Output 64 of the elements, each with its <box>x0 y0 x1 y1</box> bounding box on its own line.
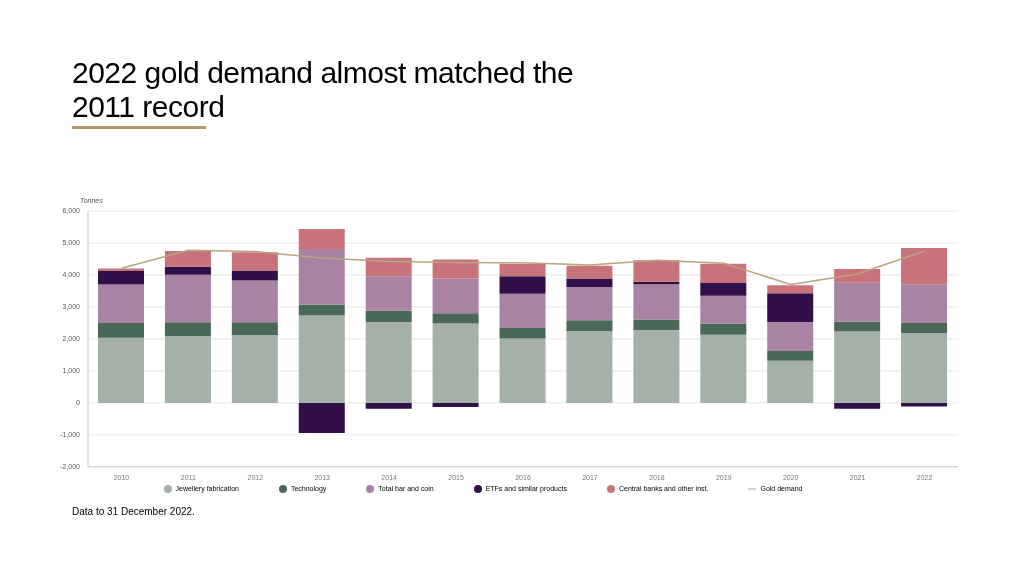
bar <box>633 329 680 403</box>
bar <box>231 252 278 271</box>
bar <box>298 304 345 316</box>
bar <box>633 319 680 330</box>
bar <box>298 228 345 250</box>
bar <box>365 276 412 311</box>
bar <box>834 402 881 409</box>
bar <box>566 320 613 332</box>
bar <box>164 250 211 267</box>
bar <box>633 284 680 320</box>
bar <box>566 265 613 279</box>
bar <box>834 321 881 332</box>
bar <box>499 328 546 339</box>
bar <box>432 402 479 408</box>
bar <box>164 336 211 403</box>
bar <box>566 278 613 288</box>
bar <box>901 248 948 285</box>
bar <box>432 278 479 314</box>
bar <box>231 335 278 403</box>
bar <box>499 276 546 294</box>
bar <box>834 331 881 403</box>
bar <box>231 270 278 281</box>
bar <box>432 323 479 403</box>
bar <box>566 331 613 403</box>
bar <box>700 334 747 403</box>
bar <box>901 322 948 334</box>
bar <box>365 257 412 277</box>
bar <box>700 323 747 335</box>
bar <box>298 249 345 305</box>
bar <box>499 293 546 329</box>
bar <box>901 284 948 323</box>
bar <box>164 274 211 323</box>
bar <box>365 402 412 409</box>
bar <box>633 260 680 282</box>
bar <box>231 280 278 323</box>
chart-title: 2022 gold demand almost matched the 2011 record <box>72 56 575 124</box>
bar <box>499 263 546 277</box>
bar <box>231 322 278 336</box>
bar <box>767 293 814 322</box>
bar <box>365 310 412 322</box>
bar <box>700 295 747 324</box>
text: Data to 31 December 2022. <box>72 505 195 519</box>
bar <box>499 338 546 403</box>
bar <box>700 263 747 283</box>
bar <box>98 322 144 338</box>
bar <box>365 321 412 403</box>
bar <box>767 321 814 352</box>
bar <box>834 268 881 283</box>
bar <box>98 271 144 285</box>
bar <box>298 315 345 403</box>
bar <box>901 333 948 403</box>
bar <box>767 351 814 361</box>
bar <box>98 337 144 403</box>
bar <box>700 282 747 296</box>
line-series <box>120 249 926 286</box>
bar <box>298 402 345 433</box>
bar <box>98 284 144 323</box>
bar <box>767 360 814 403</box>
bar <box>432 313 479 324</box>
bar <box>566 287 613 321</box>
bar <box>767 285 814 294</box>
bar <box>834 282 881 322</box>
bar <box>164 322 211 337</box>
bar <box>164 266 211 275</box>
